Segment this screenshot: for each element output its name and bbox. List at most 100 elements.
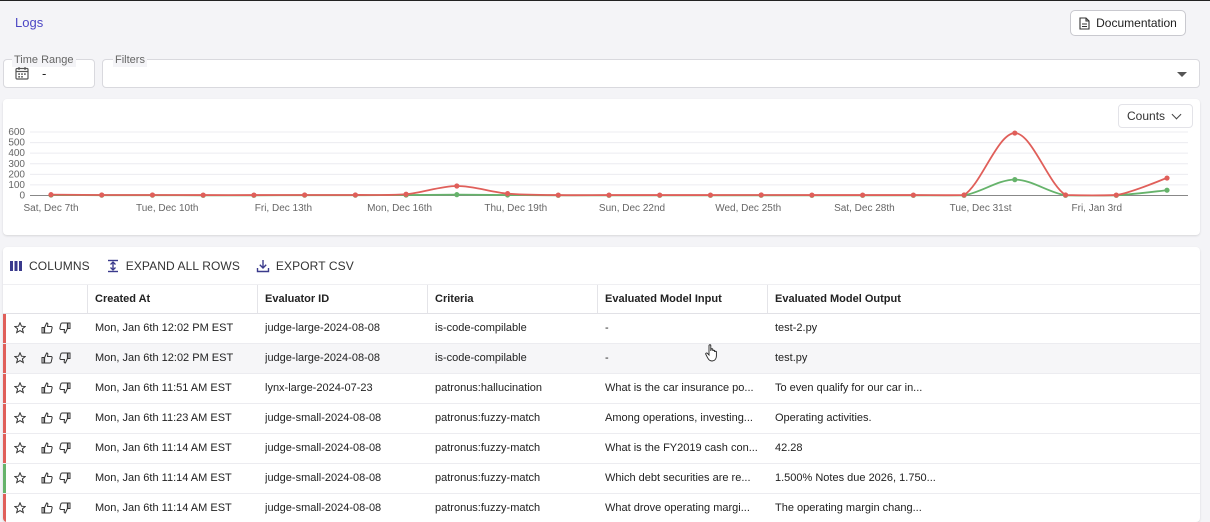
table-header: Created At Evaluator ID Criteria Evaluat… xyxy=(3,284,1200,314)
pointer-hand-icon xyxy=(705,344,717,362)
cell-criteria: patronus:fuzzy-match xyxy=(435,502,541,514)
star-icon[interactable] xyxy=(14,502,26,514)
cell-evaluated-model-output: Operating activities. xyxy=(775,412,872,424)
thumbs-down-icon[interactable] xyxy=(59,322,71,334)
columns-button[interactable]: COLUMNS xyxy=(9,259,90,273)
data-point xyxy=(454,183,460,189)
cell-evaluated-model-input: What is the car insurance po... xyxy=(605,382,754,394)
thumbs-down-icon[interactable] xyxy=(59,412,71,424)
cell-criteria: patronus:fuzzy-match xyxy=(435,442,541,454)
page-title: Logs xyxy=(15,15,44,30)
data-point xyxy=(48,192,54,198)
star-icon[interactable] xyxy=(14,472,26,484)
x-tick-label: Tue, Dec 10th xyxy=(136,203,198,214)
metric-select-label: Counts xyxy=(1127,109,1166,123)
filters-input[interactable]: Filters xyxy=(102,53,1200,88)
cell-evaluator-id: judge-small-2024-08-08 xyxy=(265,442,382,454)
cell-criteria: is-code-compilable xyxy=(435,352,527,364)
table-row[interactable]: Mon, Jan 6th 12:02 PM EST judge-large-202… xyxy=(3,314,1200,344)
time-range-value: - xyxy=(42,66,47,81)
table-row[interactable]: Mon, Jan 6th 11:51 AM EST lynx-large-2024… xyxy=(3,374,1200,404)
column-header-criteria[interactable]: Criteria xyxy=(428,285,598,313)
table-row[interactable]: Mon, Jan 6th 11:14 AM EST judge-small-202… xyxy=(3,434,1200,464)
metric-select[interactable]: Counts xyxy=(1118,104,1193,128)
actions-column-header xyxy=(3,285,88,313)
thumbs-down-icon[interactable] xyxy=(59,442,71,454)
column-header-created-at[interactable]: Created At xyxy=(88,285,258,313)
data-point xyxy=(1164,187,1170,193)
table-row[interactable]: Mon, Jan 6th 11:23 AM EST judge-small-202… xyxy=(3,404,1200,434)
cell-evaluator-id: judge-small-2024-08-08 xyxy=(265,502,382,514)
table-row[interactable]: Mon, Jan 6th 11:14 AM EST judge-small-202… xyxy=(3,494,1200,522)
thumbs-up-icon[interactable] xyxy=(41,412,53,424)
cell-evaluated-model-input: Among operations, investing... xyxy=(605,412,753,424)
cell-evaluator-id: judge-small-2024-08-08 xyxy=(265,412,382,424)
thumbs-down-icon[interactable] xyxy=(59,502,71,514)
star-icon[interactable] xyxy=(14,382,26,394)
x-tick-label: Wed, Dec 25th xyxy=(715,203,781,214)
thumbs-up-icon[interactable] xyxy=(41,502,53,514)
cell-created-at: Mon, Jan 6th 11:14 AM EST xyxy=(95,472,232,484)
data-point xyxy=(200,192,206,198)
status-indicator xyxy=(3,344,6,373)
data-point xyxy=(606,192,612,198)
thumbs-down-icon[interactable] xyxy=(59,382,71,394)
columns-icon xyxy=(10,261,22,271)
star-icon[interactable] xyxy=(14,352,26,364)
thumbs-down-icon[interactable] xyxy=(59,472,71,484)
star-icon[interactable] xyxy=(14,412,26,424)
thumbs-up-icon[interactable] xyxy=(41,352,53,364)
cell-created-at: Mon, Jan 6th 12:02 PM EST xyxy=(95,352,234,364)
cell-criteria: patronus:fuzzy-match xyxy=(435,472,541,484)
data-point xyxy=(403,191,409,197)
y-tick-label: 300 xyxy=(8,159,25,170)
column-header-evaluated-model-output[interactable]: Evaluated Model Output xyxy=(775,293,901,305)
data-point xyxy=(910,192,916,198)
caret-down-icon[interactable] xyxy=(1177,72,1187,77)
y-tick-label: 100 xyxy=(8,180,25,191)
table-row[interactable]: Mon, Jan 6th 12:02 PM EST judge-large-202… xyxy=(3,344,1200,374)
data-point xyxy=(352,192,358,198)
thumbs-down-icon[interactable] xyxy=(59,352,71,364)
cell-evaluated-model-output: test-2.py xyxy=(775,322,818,334)
x-tick-label: Mon, Dec 16th xyxy=(367,203,432,214)
x-tick-label: Tue, Dec 31st xyxy=(950,203,1012,214)
data-point xyxy=(99,192,105,198)
star-icon[interactable] xyxy=(14,322,26,334)
expand-icon xyxy=(107,259,118,273)
data-point xyxy=(657,192,663,198)
data-point xyxy=(149,192,156,198)
data-point xyxy=(251,192,257,198)
documentation-button[interactable]: Documentation xyxy=(1070,10,1186,36)
cell-criteria: patronus:fuzzy-match xyxy=(435,412,541,424)
y-tick-label: 0 xyxy=(19,191,25,202)
data-point xyxy=(707,192,714,198)
column-header-evaluated-model-input[interactable]: Evaluated Model Input xyxy=(598,285,768,313)
status-indicator xyxy=(3,314,6,343)
thumbs-up-icon[interactable] xyxy=(41,472,53,484)
expand-all-rows-label: EXPAND ALL ROWS xyxy=(125,259,240,273)
cell-evaluated-model-output: To even qualify for our car in... xyxy=(775,382,923,394)
table-row[interactable]: Mon, Jan 6th 11:14 AM EST judge-small-202… xyxy=(3,464,1200,494)
cell-evaluated-model-output: test.py xyxy=(775,352,808,364)
cell-evaluated-model-output: The operating margin chang... xyxy=(775,502,922,514)
export-csv-button[interactable]: EXPORT CSV xyxy=(256,259,354,273)
cell-created-at: Mon, Jan 6th 12:02 PM EST xyxy=(95,322,234,334)
column-header-evaluator-id[interactable]: Evaluator ID xyxy=(258,285,428,313)
cell-evaluated-model-input: Which debt securities are re... xyxy=(605,472,751,484)
data-point xyxy=(302,192,308,198)
time-range-picker[interactable]: Time Range - xyxy=(3,53,95,88)
thumbs-up-icon[interactable] xyxy=(41,442,53,454)
thumbs-up-icon[interactable] xyxy=(41,382,53,394)
cell-evaluator-id: judge-large-2024-08-08 xyxy=(265,322,380,334)
cell-evaluated-model-input: - xyxy=(605,352,609,364)
time-range-label: Time Range xyxy=(12,53,76,67)
cell-evaluated-model-input: What is the FY2019 cash con... xyxy=(605,442,758,454)
star-icon[interactable] xyxy=(14,442,26,454)
cell-evaluated-model-input: What drove operating margi... xyxy=(605,502,750,514)
data-point xyxy=(555,192,561,198)
thumbs-up-icon[interactable] xyxy=(41,322,53,334)
data-point xyxy=(1062,192,1069,198)
expand-all-rows-button[interactable]: EXPAND ALL ROWS xyxy=(106,259,240,273)
data-point xyxy=(809,192,815,198)
